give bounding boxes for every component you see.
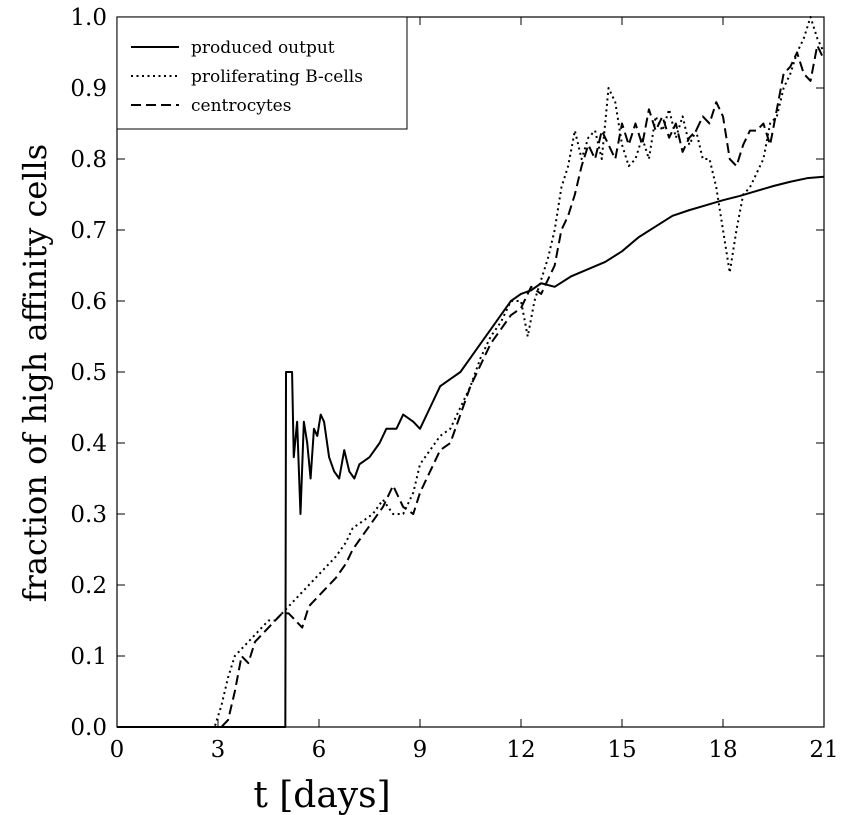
legend-label: centrocytes	[191, 96, 291, 116]
x-tick-label: 3	[211, 737, 226, 763]
series-line-3	[117, 45, 824, 727]
y-tick-label: 0.8	[70, 147, 107, 173]
y-tick-label: 0.2	[70, 573, 107, 599]
x-tick-label: 12	[506, 737, 535, 763]
x-tick-label: 15	[607, 737, 636, 763]
y-tick-label: 0.4	[70, 431, 107, 457]
x-tick-label: 0	[110, 737, 125, 763]
y-tick-label: 0.1	[70, 644, 107, 670]
y-tick-label: 0.9	[70, 76, 107, 102]
y-axis-label: fraction of high affinity cells	[16, 144, 54, 602]
y-tick-label: 0.6	[70, 289, 107, 315]
x-tick-label: 6	[312, 737, 327, 763]
y-tick-label: 0.3	[70, 502, 107, 528]
x-axis-label: t [days]	[253, 775, 390, 815]
legend-label: produced output	[191, 38, 335, 58]
y-tick-label: 0.5	[70, 360, 107, 386]
y-tick-label: 0.0	[70, 715, 107, 741]
x-tick-label: 9	[413, 737, 428, 763]
x-tick-label: 21	[809, 737, 838, 763]
legend-label: proliferating B-cells	[191, 67, 363, 87]
x-tick-label: 18	[708, 737, 737, 763]
y-tick-label: 0.7	[70, 218, 107, 244]
legend: produced output proliferating B-cells cent…	[117, 17, 407, 129]
series-line-1	[117, 177, 824, 727]
y-tick-label: 1.0	[70, 5, 107, 31]
